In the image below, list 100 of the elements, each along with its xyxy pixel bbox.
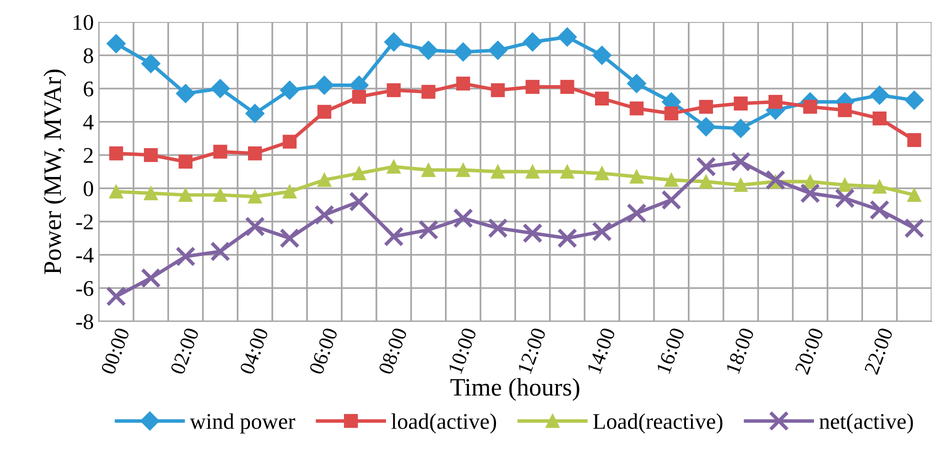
legend-label: load(active) xyxy=(391,413,496,434)
point xyxy=(768,94,782,109)
legend-label: wind power xyxy=(190,413,296,434)
point xyxy=(592,46,612,65)
point xyxy=(907,188,922,202)
point xyxy=(106,286,126,306)
point xyxy=(245,104,264,124)
point xyxy=(418,220,439,240)
y-axis-title: Power (MW, MVAr) xyxy=(43,70,66,274)
point xyxy=(213,188,228,202)
point xyxy=(280,228,300,248)
point xyxy=(595,166,609,180)
point xyxy=(627,74,646,94)
point xyxy=(630,102,644,116)
point xyxy=(178,188,192,202)
x-tick-label: 00:00 xyxy=(100,327,130,376)
y-tick-label: 6 xyxy=(84,82,94,96)
point xyxy=(109,146,124,160)
y-tick-label: -6 xyxy=(76,281,94,296)
point xyxy=(422,84,436,99)
point xyxy=(557,228,578,248)
point xyxy=(907,133,922,148)
point xyxy=(453,208,474,228)
y-tick-label: 4 xyxy=(83,114,94,130)
point xyxy=(176,84,196,104)
point xyxy=(317,173,332,187)
y-tick-label: -4 xyxy=(76,248,94,263)
x-tick-label: 14:00 xyxy=(586,327,616,374)
point xyxy=(522,223,543,244)
x-tick-label: 06:00 xyxy=(308,327,338,376)
point xyxy=(803,100,818,114)
point xyxy=(872,112,886,126)
point xyxy=(664,106,678,120)
point xyxy=(456,163,470,177)
point xyxy=(526,164,540,179)
point xyxy=(560,164,574,179)
point xyxy=(699,100,713,114)
point xyxy=(314,76,334,95)
point xyxy=(765,170,786,190)
point xyxy=(175,246,196,267)
point xyxy=(834,188,855,208)
x-tick-label: 12:00 xyxy=(518,327,546,374)
point xyxy=(140,268,161,288)
point xyxy=(248,146,262,160)
point xyxy=(213,144,228,159)
point xyxy=(560,80,574,94)
point xyxy=(422,163,436,177)
point xyxy=(838,178,852,192)
point xyxy=(248,190,262,204)
point xyxy=(696,117,716,136)
point xyxy=(838,103,852,118)
point xyxy=(626,203,647,224)
point xyxy=(904,218,924,238)
x-tick-label: 10:00 xyxy=(448,327,477,374)
point xyxy=(734,178,748,192)
point xyxy=(210,241,230,262)
point xyxy=(523,32,542,52)
y-tick-label: 0 xyxy=(84,181,94,196)
point xyxy=(490,164,505,179)
point xyxy=(106,34,126,54)
y-tick-label: -2 xyxy=(76,214,93,230)
point xyxy=(282,134,297,149)
point xyxy=(314,204,334,225)
point xyxy=(244,216,266,237)
point xyxy=(872,180,886,194)
point xyxy=(558,27,577,47)
point xyxy=(109,184,124,199)
point xyxy=(144,186,158,200)
point xyxy=(352,90,366,104)
x-tick-label: 02:00 xyxy=(170,327,200,376)
point xyxy=(592,221,612,242)
point xyxy=(664,173,678,187)
point xyxy=(661,190,682,210)
point xyxy=(384,226,404,247)
x-tick-label: 18:00 xyxy=(726,327,754,374)
point xyxy=(178,154,192,169)
point xyxy=(488,40,508,60)
x-tick-label: 22:00 xyxy=(864,327,894,375)
y-tick-label: 8 xyxy=(84,48,94,64)
y-tick-label: 10 xyxy=(74,14,94,30)
x-axis-title: Time (hours) xyxy=(450,378,580,401)
point xyxy=(800,183,820,204)
point xyxy=(454,42,473,62)
point xyxy=(280,80,300,100)
point xyxy=(386,83,401,98)
point xyxy=(731,118,750,138)
point xyxy=(696,156,716,177)
point xyxy=(490,83,505,98)
point xyxy=(730,152,751,172)
point xyxy=(699,174,713,189)
point xyxy=(317,104,332,119)
point xyxy=(384,32,404,52)
x-tick-label: 08:00 xyxy=(378,327,408,376)
point xyxy=(456,76,470,90)
point xyxy=(870,86,890,105)
point xyxy=(144,148,158,162)
point xyxy=(348,192,370,212)
point xyxy=(630,170,644,184)
point xyxy=(904,90,924,110)
point xyxy=(352,166,366,180)
